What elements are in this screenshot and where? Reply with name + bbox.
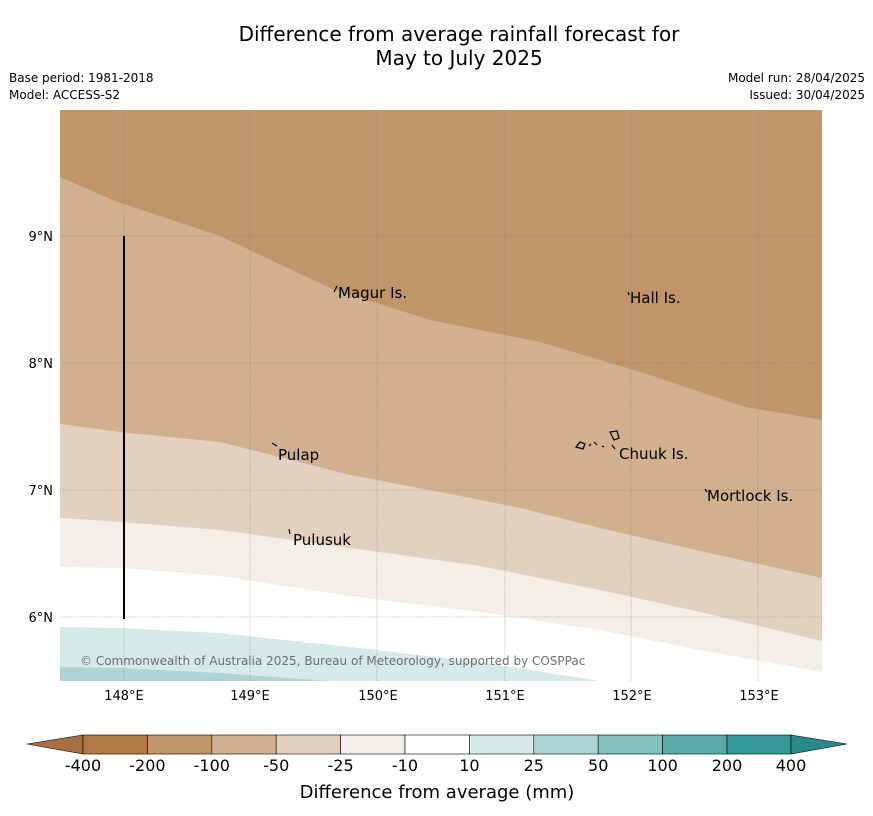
lon-tick-153: 153°E bbox=[739, 689, 779, 704]
cb-label-minus50: -50 bbox=[263, 756, 289, 775]
colorbar-seg-minus50-minus25 bbox=[275, 734, 341, 755]
colorbar-seg-50-100 bbox=[597, 734, 663, 755]
label-chuuk: Chuuk Is. bbox=[619, 445, 688, 463]
lat-tick-9: 9°N bbox=[29, 230, 54, 245]
pulusuk-island-shape bbox=[288, 528, 291, 535]
cb-label-10: 10 bbox=[459, 756, 479, 775]
cb-label-minus100: -100 bbox=[194, 756, 230, 775]
lat-tick-7: 7°N bbox=[29, 484, 54, 499]
colorbar-labels: -400 -200 -100 -50 -25 -10 10 25 50 100 … bbox=[65, 756, 806, 775]
label-mortlock: Mortlock Is. bbox=[707, 487, 793, 505]
colorbar-seg-10-25 bbox=[469, 734, 535, 755]
base-period: Base period: 1981-2018 bbox=[9, 71, 154, 85]
colorbar-seg-minus10-10 bbox=[404, 734, 470, 755]
cb-label-200: 200 bbox=[712, 756, 743, 775]
cb-label-minus400: -400 bbox=[65, 756, 101, 775]
map-area: Magur Is. Hall Is. Pulap Chuuk Is. Mortl… bbox=[60, 110, 822, 681]
colorbar-seg-200-400 bbox=[726, 734, 792, 755]
lon-tick-150: 150°E bbox=[358, 689, 398, 704]
chuuk-island-shapes bbox=[574, 430, 620, 450]
band-25-50 bbox=[60, 667, 330, 681]
pulap-island-shape bbox=[271, 442, 278, 447]
colorbar-high-extension bbox=[790, 734, 848, 755]
mortlock-island-shape bbox=[704, 488, 708, 493]
colorbar-title: Difference from average (mm) bbox=[300, 782, 575, 803]
title-line-1: Difference from average rainfall forecas… bbox=[238, 22, 680, 46]
band-minus200-minus100 bbox=[60, 110, 822, 420]
colorbar-low-extension bbox=[26, 734, 84, 755]
cb-label-minus10: -10 bbox=[392, 756, 418, 775]
model-run-date: Model run: 28/04/2025 bbox=[727, 71, 865, 85]
cb-label-400: 400 bbox=[776, 756, 807, 775]
issued-date: Issued: 30/04/2025 bbox=[749, 88, 865, 102]
label-hall: Hall Is. bbox=[630, 289, 681, 307]
label-pulap: Pulap bbox=[278, 446, 319, 464]
colorbar-seg-25-50 bbox=[533, 734, 599, 755]
lon-tick-149: 149°E bbox=[230, 689, 270, 704]
island-outlines bbox=[271, 285, 708, 535]
title-line-2: May to July 2025 bbox=[375, 46, 543, 70]
magur-island-shape bbox=[333, 285, 338, 293]
colorbar-seg-minus200-minus100 bbox=[147, 734, 213, 755]
label-magur: Magur Is. bbox=[338, 284, 407, 302]
lat-tick-8: 8°N bbox=[29, 357, 54, 372]
lon-tick-148: 148°E bbox=[104, 689, 144, 704]
band-10-25 bbox=[60, 627, 600, 681]
lon-tick-151: 151°E bbox=[485, 689, 525, 704]
lon-tick-labels: 148°E 149°E 150°E 151°E 152°E 153°E bbox=[104, 689, 779, 704]
meta-left: Base period: 1981-2018 Model: ACCESS-S2 bbox=[9, 70, 154, 104]
colorbar-seg-minus400-minus200 bbox=[82, 734, 148, 755]
hall-island-shape bbox=[627, 291, 630, 296]
cb-label-minus25: -25 bbox=[328, 756, 354, 775]
cb-label-25: 25 bbox=[524, 756, 544, 775]
colorbar bbox=[26, 734, 848, 755]
label-pulusuk: Pulusuk bbox=[293, 531, 351, 549]
colorbar-seg-minus100-minus50 bbox=[211, 734, 277, 755]
colorbar-seg-100-200 bbox=[662, 734, 728, 755]
lat-tick-labels: 9°N 8°N 7°N 6°N bbox=[29, 230, 54, 626]
meta-right: Model run: 28/04/2025 Issued: 30/04/2025 bbox=[728, 70, 865, 104]
map-title: Difference from average rainfall forecas… bbox=[0, 22, 873, 70]
lat-tick-6: 6°N bbox=[29, 611, 54, 626]
cb-label-50: 50 bbox=[588, 756, 608, 775]
cb-label-100: 100 bbox=[647, 756, 678, 775]
copyright-notice: © Commonwealth of Australia 2025, Bureau… bbox=[80, 654, 585, 668]
cb-label-minus200: -200 bbox=[129, 756, 165, 775]
lon-tick-152: 152°E bbox=[612, 689, 652, 704]
model-name: Model: ACCESS-S2 bbox=[9, 88, 121, 102]
colorbar-seg-minus25-minus10 bbox=[340, 734, 406, 755]
